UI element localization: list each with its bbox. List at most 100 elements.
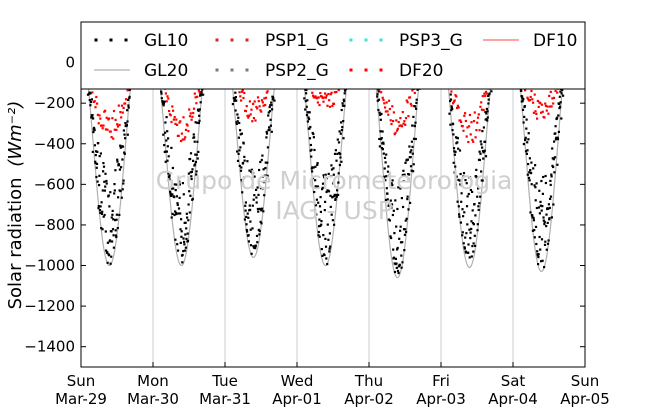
df20-point (548, 105, 552, 108)
gl10-point (475, 176, 478, 179)
gl10-point (234, 96, 237, 99)
gl10-point (321, 254, 324, 257)
gl10-point (313, 148, 316, 152)
gl10-point (314, 165, 317, 168)
gl10-point (169, 190, 172, 193)
df20-point (262, 104, 265, 107)
gl10-point (104, 172, 107, 175)
df20-point (540, 103, 543, 106)
df20-point (192, 111, 195, 115)
gl10-point (470, 255, 473, 258)
df20-point (249, 113, 252, 116)
df20-point (186, 124, 189, 127)
gl10-point (469, 231, 472, 234)
df20-point (118, 123, 121, 127)
gl10-point (317, 201, 320, 204)
gl10-point (122, 179, 125, 182)
gl10-point (188, 211, 191, 214)
df20-point (468, 125, 471, 128)
gl10-point (307, 116, 310, 119)
gl10-point (239, 169, 243, 172)
gl10-point (482, 157, 485, 160)
gl10-point (398, 263, 401, 266)
gl10-point (125, 124, 128, 127)
gl10-point (541, 192, 544, 195)
gl10-point (195, 170, 198, 173)
x-tick-label-day: Sun (571, 372, 600, 390)
df20-point (388, 107, 391, 111)
gl10-point (323, 176, 326, 179)
gl10-point (198, 114, 201, 117)
gl10-point (99, 205, 102, 208)
gl10-point (538, 212, 541, 215)
gl10-point (485, 118, 488, 121)
gl10-point (376, 93, 379, 96)
gl10-point (547, 203, 550, 206)
df20-point (323, 96, 326, 99)
df20-point (408, 96, 412, 99)
gl10-point (106, 251, 109, 254)
gl10-point (475, 182, 478, 185)
gl10-point (552, 165, 555, 169)
gl10-point (335, 195, 338, 198)
df20-point (312, 94, 315, 97)
df20-point (101, 127, 104, 130)
gl10-point (560, 117, 563, 120)
gl10-point (453, 171, 456, 174)
gl10-point (202, 93, 205, 96)
gl10-point (385, 153, 388, 156)
legend-marker (349, 38, 353, 42)
df20-point (335, 90, 338, 94)
df20-point (478, 129, 481, 132)
df20-point (264, 103, 267, 107)
df20-point (195, 102, 198, 105)
gl10-point (251, 204, 254, 207)
gl10-point (466, 195, 469, 198)
df20-point (241, 89, 244, 92)
gl10-point (377, 98, 381, 101)
gl10-point (116, 158, 119, 161)
df20-point (454, 94, 457, 97)
gl10-point (179, 241, 182, 244)
gl10-point (463, 246, 466, 249)
df20-point (320, 95, 323, 98)
gl10-point (111, 213, 114, 216)
gl10-point (542, 219, 545, 222)
gl10-point (194, 153, 197, 156)
gl10-point (175, 183, 178, 186)
gl10-point (259, 160, 262, 164)
df20-point (382, 98, 385, 101)
gl10-point (183, 249, 187, 252)
df20-point (198, 91, 201, 94)
df20-point (552, 102, 555, 105)
gl10-point (100, 201, 103, 204)
gl10-point (244, 204, 247, 207)
gl10-point (332, 182, 335, 185)
legend-marker (379, 38, 383, 42)
gl10-point (319, 196, 322, 199)
gl10-point (177, 249, 180, 252)
gl10-point (311, 177, 315, 180)
gl10-point (314, 204, 318, 207)
gl10-point (529, 211, 532, 214)
gl10-point (127, 98, 130, 101)
gl10-point (536, 250, 539, 253)
gl10-point (110, 255, 113, 258)
gl10-point (454, 183, 457, 186)
df20-point (332, 102, 336, 105)
df20-point (548, 94, 551, 97)
df20-point (405, 99, 408, 102)
gl10-point (268, 110, 272, 113)
df20-point (122, 106, 125, 110)
gl10-point (317, 230, 320, 234)
gl10-point (331, 195, 334, 198)
gl10-point (93, 144, 96, 147)
gl10-point (538, 189, 541, 192)
gl10-point (115, 213, 118, 216)
x-tick-label-day: Wed (281, 372, 314, 390)
gl10-point (468, 228, 471, 231)
df20-point (256, 107, 259, 110)
df20-point (529, 95, 532, 99)
legend-label: PSP1_G (265, 31, 329, 51)
gl10-point (247, 234, 250, 237)
